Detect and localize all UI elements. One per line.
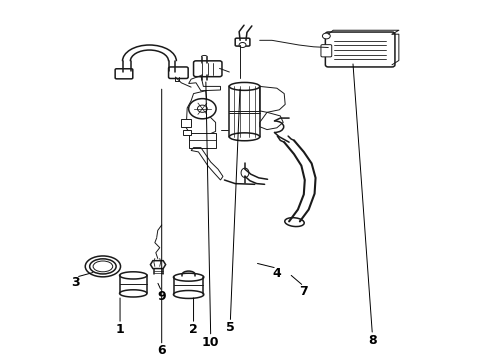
FancyBboxPatch shape <box>325 32 395 67</box>
Text: 4: 4 <box>272 267 281 280</box>
Text: 5: 5 <box>226 321 235 334</box>
Polygon shape <box>183 130 191 135</box>
Text: 3: 3 <box>72 276 80 289</box>
Text: 8: 8 <box>368 334 377 347</box>
Circle shape <box>322 33 330 39</box>
Polygon shape <box>181 119 191 127</box>
FancyBboxPatch shape <box>115 69 133 79</box>
Text: 6: 6 <box>157 345 166 357</box>
FancyBboxPatch shape <box>321 45 332 57</box>
Text: 2: 2 <box>189 323 198 336</box>
FancyBboxPatch shape <box>169 67 188 78</box>
FancyBboxPatch shape <box>194 61 222 77</box>
Ellipse shape <box>90 259 116 274</box>
Text: 10: 10 <box>202 336 220 348</box>
Text: 1: 1 <box>116 323 124 336</box>
FancyBboxPatch shape <box>235 38 250 46</box>
Polygon shape <box>189 133 216 148</box>
Circle shape <box>189 99 216 119</box>
Text: 9: 9 <box>157 291 166 303</box>
Text: 7: 7 <box>299 285 308 298</box>
Circle shape <box>239 42 246 48</box>
Polygon shape <box>186 91 216 137</box>
Circle shape <box>197 105 207 112</box>
